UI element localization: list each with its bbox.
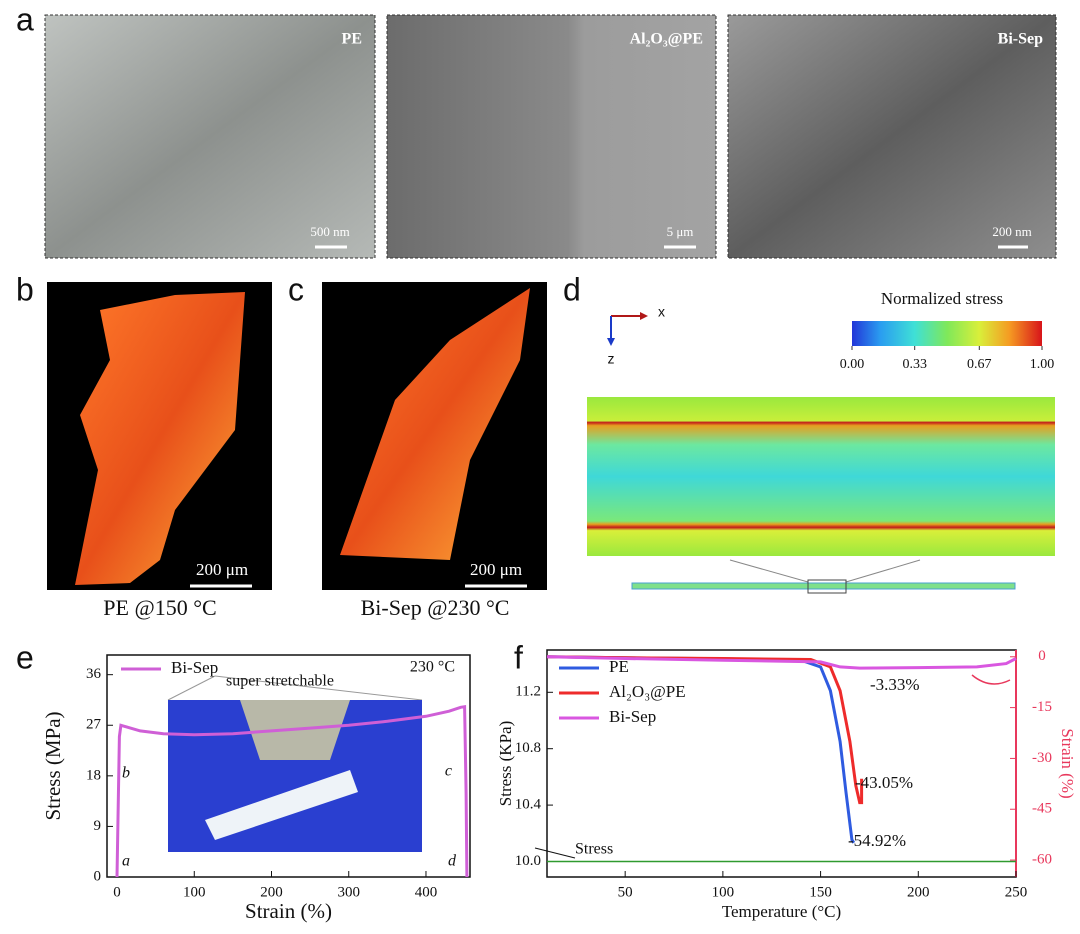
axis-arrow: [607, 338, 615, 346]
y2-tick-label: -15: [1032, 699, 1052, 715]
series-annotation: Stress: [575, 841, 613, 858]
y-axis-label: Stress (MPa): [41, 711, 65, 820]
y-tick-label: 11.2: [515, 684, 541, 700]
x-tick-label: 50: [618, 884, 633, 900]
y-tick-label: 10.8: [515, 740, 541, 756]
panel-label: a: [16, 1, 34, 37]
image-label: Al₂O₃@PE: [630, 31, 703, 48]
stretched-film: [205, 770, 358, 840]
colorbar-tick-label: 1.00: [1030, 357, 1055, 372]
y-tick-label: 9: [94, 818, 102, 834]
annotation: 230 °C: [410, 659, 455, 676]
x-tick-label: 300: [337, 884, 360, 900]
image-label: PE: [342, 31, 362, 48]
axis-arrow: [971, 674, 1011, 685]
annotation: d: [448, 853, 457, 870]
y2-tick-label: -30: [1032, 750, 1052, 766]
zoom-line: [729, 559, 809, 583]
colorbar: [852, 321, 1042, 346]
series-line: [546, 655, 864, 805]
scale-label: 200 μm: [470, 560, 522, 579]
x-tick-label: 100: [712, 884, 735, 900]
x-tick-label: 250: [1005, 884, 1028, 900]
sem-image: [44, 14, 376, 259]
colorbar-tick-label: 0.00: [840, 357, 865, 372]
caption: PE @150 °C: [103, 595, 216, 620]
colorbar-tick-label: 0.33: [902, 357, 927, 372]
y2-tick-label: 0: [1038, 648, 1046, 664]
annotation: c: [445, 763, 452, 780]
y-tick-label: 0: [94, 868, 102, 884]
legend-label: Bi-Sep: [609, 707, 656, 726]
series-line: [115, 704, 469, 878]
series-line: [546, 655, 856, 844]
axis-arrow: [534, 847, 576, 859]
y-tick-label: 18: [86, 767, 101, 783]
y-axis-label: Stress (KPa): [496, 721, 515, 806]
sample-render: [340, 288, 530, 560]
stress-map: [587, 397, 1055, 556]
annotation: -3.33%: [870, 675, 920, 694]
zoom-box: [807, 579, 847, 594]
x-tick-label: 100: [183, 884, 206, 900]
stress-map-full: [631, 582, 1016, 590]
panel-label: b: [16, 271, 34, 307]
caption: Bi-Sep @230 °C: [361, 595, 510, 620]
zoom-line: [845, 559, 921, 583]
y-tick-label: 27: [86, 717, 102, 733]
sem-image: [386, 14, 717, 259]
annotation: -54.92%: [848, 831, 906, 850]
x-tick-label: 200: [907, 884, 930, 900]
y2-tick-label: -45: [1032, 801, 1052, 817]
panel-label: c: [288, 271, 304, 307]
panel-label: e: [16, 639, 34, 675]
axis-arrow: [640, 312, 648, 320]
legend-label: Bi-Sep: [171, 658, 218, 677]
series-line: [546, 655, 1017, 670]
axis-label: z: [608, 351, 615, 367]
legend-label: Al₂O₃@PE: [609, 682, 686, 701]
y-tick-label: 10.4: [515, 797, 542, 813]
plot-frame: [106, 654, 471, 878]
annotation: super stretchable: [226, 673, 334, 690]
axis-label: x: [658, 304, 665, 320]
legend-label: PE: [609, 657, 629, 676]
image-label: Bi-Sep: [998, 31, 1043, 48]
annotation: b: [122, 765, 130, 782]
x-tick-label: 150: [809, 884, 832, 900]
zoom-line: [167, 675, 216, 701]
x-tick-label: 200: [260, 884, 283, 900]
y2-axis-label: Strain (%): [1058, 728, 1077, 798]
colorbar-tick-label: 0.67: [967, 357, 992, 372]
scale-label: 500 nm: [310, 224, 349, 239]
zoom-line: [214, 675, 423, 701]
annotation: a: [122, 853, 130, 870]
y-tick-label: 10.0: [515, 853, 541, 869]
panel-label: f: [514, 639, 523, 675]
scale-label: 200 nm: [992, 224, 1031, 239]
y2-tick-label: -60: [1032, 851, 1052, 867]
x-axis-label: Temperature (°C): [722, 902, 841, 921]
colorbar-title: Normalized stress: [881, 289, 1003, 308]
sample-render: [75, 292, 245, 585]
x-tick-label: 400: [415, 884, 438, 900]
panel-label: d: [563, 271, 581, 307]
scale-label: 5 μm: [667, 224, 694, 239]
y-tick-label: 36: [86, 666, 102, 682]
x-axis-label: Strain (%): [245, 899, 332, 923]
sem-image: [727, 14, 1057, 259]
x-tick-label: 0: [113, 884, 121, 900]
scale-label: 200 μm: [196, 560, 248, 579]
annotation: -43.05%: [855, 773, 913, 792]
